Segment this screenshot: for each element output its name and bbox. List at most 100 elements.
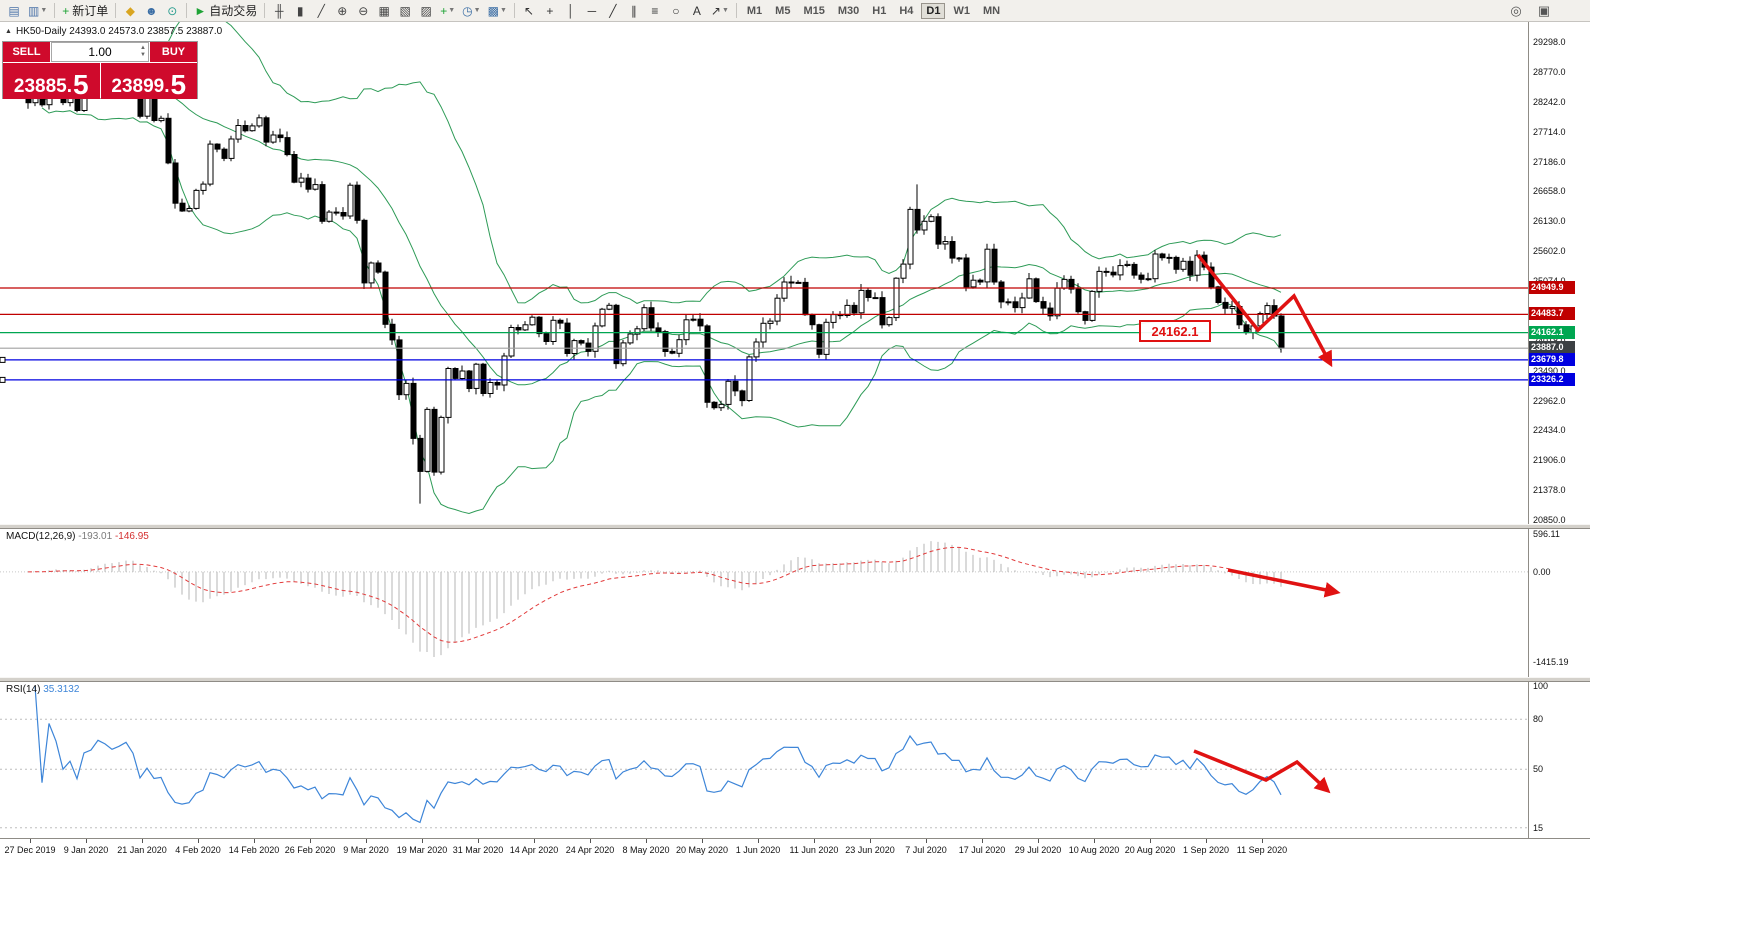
sell-price[interactable]: 23885. 5 bbox=[3, 63, 100, 99]
cascade-windows-icon[interactable]: ▧ bbox=[395, 2, 415, 20]
trend-arrow[interactable] bbox=[1193, 749, 1331, 794]
timeframe-button-mn[interactable]: MN bbox=[982, 4, 1001, 17]
volume-input[interactable]: 1.00 ▲ ▼ bbox=[51, 42, 149, 62]
date-axis: 27 Dec 2019 9 Jan 2020 21 Jan 2020 4 Feb 20… bbox=[0, 838, 1590, 858]
timeframe-button-h1[interactable]: H1 bbox=[872, 4, 887, 17]
crosshair-icon[interactable]: + bbox=[540, 2, 560, 20]
chevron-down-icon[interactable]: ▼ bbox=[499, 7, 507, 14]
one-click-trading-panel: SELL 1.00 ▲ ▼ BUY 23885. 5 23899. 5 bbox=[2, 41, 198, 99]
tile-windows-icon: ▦ bbox=[378, 3, 390, 18]
macd-indicator-chart[interactable] bbox=[0, 529, 1528, 677]
toolbar-separator bbox=[735, 3, 737, 18]
arrows-tool-icon: ↗ bbox=[710, 3, 721, 18]
timeframe-button-d1[interactable]: D1 bbox=[921, 2, 946, 19]
rsi-axis-label: 15 bbox=[1533, 822, 1544, 833]
macd-axis: 596.11 0.00 -1415.19 bbox=[1528, 529, 1590, 677]
trendline-icon: ╱ bbox=[609, 3, 617, 18]
line-chart-icon[interactable]: ╱ bbox=[311, 2, 331, 20]
timeframe-button-m5[interactable]: M5 bbox=[775, 4, 791, 17]
chevron-down-icon[interactable]: ▼ bbox=[721, 7, 729, 14]
date-tick bbox=[1038, 839, 1039, 843]
periods-icon[interactable]: ◷ ▼ bbox=[459, 2, 483, 20]
date-tick bbox=[198, 839, 199, 843]
candlestick-chart-icon[interactable]: ▮ bbox=[290, 2, 310, 20]
price-axis-label: 27714.0 bbox=[1533, 126, 1566, 137]
support-level-annotation[interactable]: 24162.1 bbox=[1139, 320, 1211, 342]
accounts-icon[interactable]: ☻ bbox=[141, 2, 161, 20]
buy-button[interactable]: BUY bbox=[150, 42, 197, 62]
editor-icon[interactable]: ◆ bbox=[120, 2, 140, 20]
macd-signal-line bbox=[27, 546, 1282, 643]
community-icon[interactable]: ⊙ bbox=[162, 2, 182, 20]
collapse-panel-icon[interactable]: ▲ bbox=[5, 28, 12, 35]
timeframe-button-h4[interactable]: H4 bbox=[899, 4, 914, 17]
new-window-icon[interactable]: ▣ bbox=[1537, 3, 1551, 18]
zoom-out-icon[interactable]: ⊖ bbox=[353, 2, 373, 20]
rsi-indicator-label: RSI(14) 35.3132 bbox=[6, 684, 80, 695]
shapes-icon[interactable]: ○ bbox=[666, 2, 686, 20]
timeframe-button-m15[interactable]: M15 bbox=[803, 4, 825, 17]
community-icon: ⊙ bbox=[167, 3, 178, 18]
sell-button[interactable]: SELL bbox=[3, 42, 50, 62]
price-tag: 24949.9 bbox=[1529, 281, 1575, 295]
timeframe-button-m30[interactable]: M30 bbox=[837, 4, 860, 17]
date-axis-label: 17 Jul 2020 bbox=[958, 845, 1006, 855]
zoom-in-icon[interactable]: ⊕ bbox=[332, 2, 352, 20]
date-axis-label: 11 Sep 2020 bbox=[1236, 845, 1288, 855]
profiles-icon: ▥ bbox=[28, 3, 40, 18]
profiles-icon[interactable]: ▥ ▼ bbox=[25, 2, 50, 20]
price-axis-label: 28770.0 bbox=[1533, 66, 1566, 77]
price-tag: 23887.0 bbox=[1529, 341, 1575, 355]
date-tick bbox=[310, 839, 311, 843]
arrange-windows-icon[interactable]: ▨ bbox=[416, 2, 436, 20]
date-axis-label: 11 Jun 2020 bbox=[789, 845, 839, 855]
vertical-line-icon[interactable]: │ bbox=[561, 2, 581, 20]
buy-price[interactable]: 23899. 5 bbox=[100, 63, 197, 99]
main-price-chart[interactable] bbox=[0, 22, 1528, 524]
chevron-down-icon[interactable]: ▼ bbox=[40, 7, 48, 14]
trend-arrow[interactable] bbox=[1196, 253, 1333, 368]
panel-separator[interactable] bbox=[0, 524, 1590, 529]
price-axis-label: 24018.0 bbox=[1533, 336, 1566, 346]
date-tick bbox=[254, 839, 255, 843]
arrows-tool-icon[interactable]: ↗ ▼ bbox=[708, 2, 732, 20]
panel-separator[interactable] bbox=[0, 677, 1590, 682]
search-icon[interactable]: ◎ bbox=[1510, 3, 1522, 18]
channel-icon[interactable]: ∥ bbox=[624, 2, 644, 20]
rsi-axis: 100 80 50 15 bbox=[1528, 681, 1590, 838]
trendline-icon[interactable]: ╱ bbox=[603, 2, 623, 20]
date-axis-label: 29 Jul 2020 bbox=[1014, 845, 1062, 855]
autotrading-button[interactable]: ► 自动交易 bbox=[191, 2, 260, 20]
date-tick bbox=[142, 839, 143, 843]
timeframe-button-m1[interactable]: M1 bbox=[746, 4, 763, 17]
new-chart-icon: ▤ bbox=[8, 3, 20, 18]
new-chart-icon[interactable]: ▤ bbox=[4, 2, 24, 20]
volume-value[interactable]: 1.00 bbox=[88, 45, 112, 59]
indicators-icon[interactable]: + ▼ bbox=[437, 2, 458, 20]
date-axis-label: 10 Aug 2020 bbox=[1068, 845, 1120, 855]
chevron-down-icon[interactable]: ▼ bbox=[448, 7, 456, 14]
cursor-icon[interactable]: ↖ bbox=[519, 2, 539, 20]
macd-axis-label: -1415.19 bbox=[1533, 656, 1569, 667]
date-tick bbox=[478, 839, 479, 843]
text-icon[interactable]: A bbox=[687, 2, 707, 20]
tile-windows-icon[interactable]: ▦ bbox=[374, 2, 394, 20]
trading-terminal-window: ▤ ▥ ▼ + 新订单 ◆ ☻ ⊙ ► 自动交易 ╫ ▮ ╱ ⊕ ⊖ ▦ ▧ ▨ + ▼ ◷ ▼ ▩ ▼ ↖ + │ ─ ╱ ∥ ≡ ○ A ↗ ▼… bbox=[0, 0, 1590, 858]
rsi-indicator-chart[interactable] bbox=[0, 682, 1528, 838]
new-order-button[interactable]: + 新订单 bbox=[59, 2, 111, 20]
date-axis-label: 8 May 2020 bbox=[622, 845, 670, 855]
bars-chart-icon[interactable]: ╫ bbox=[269, 2, 289, 20]
date-tick bbox=[758, 839, 759, 843]
trend-arrow[interactable] bbox=[1227, 568, 1341, 598]
volume-down-icon[interactable]: ▼ bbox=[140, 52, 146, 58]
horizontal-line-icon[interactable]: ─ bbox=[582, 2, 602, 20]
date-axis-label: 21 Jan 2020 bbox=[117, 845, 167, 855]
timeframe-button-w1[interactable]: W1 bbox=[953, 4, 970, 17]
fibonacci-icon[interactable]: ≡ bbox=[645, 2, 665, 20]
price-axis-label: 22962.0 bbox=[1533, 395, 1566, 406]
templates-icon[interactable]: ▩ ▼ bbox=[485, 2, 510, 20]
chevron-down-icon[interactable]: ▼ bbox=[473, 7, 481, 14]
volume-spinner[interactable]: ▲ ▼ bbox=[140, 45, 146, 59]
volume-up-icon[interactable]: ▲ bbox=[140, 45, 146, 51]
date-tick bbox=[1150, 839, 1151, 843]
